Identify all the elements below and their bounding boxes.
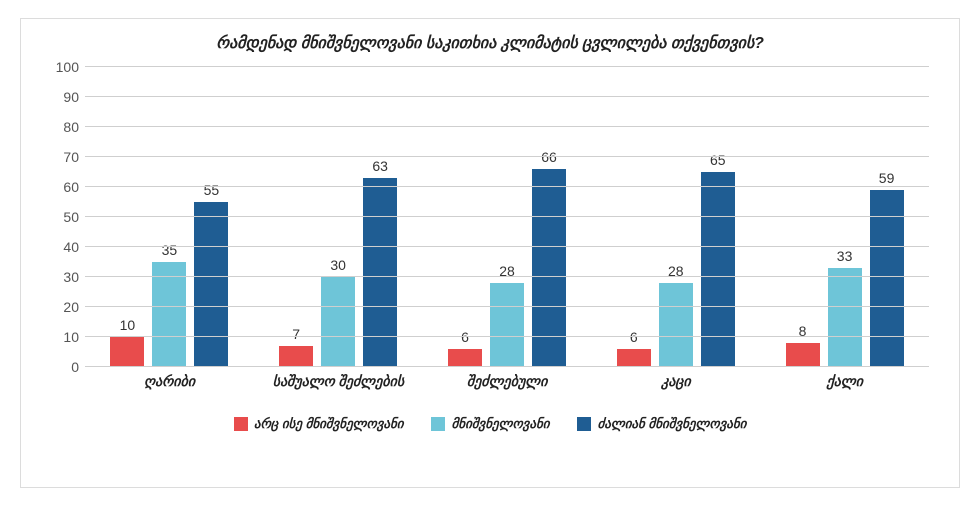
bar: 6 — [617, 349, 651, 367]
bar-group: 62866 — [423, 67, 592, 367]
legend-swatch — [577, 417, 591, 431]
y-axis-tick-label: 100 — [45, 59, 79, 75]
grid-line — [85, 246, 929, 247]
y-axis-tick-label: 30 — [45, 269, 79, 285]
y-axis-tick-label: 80 — [45, 119, 79, 135]
legend-item: მნიშვნელოვანი — [431, 416, 549, 432]
y-axis-tick-label: 90 — [45, 89, 79, 105]
x-axis-category-label: საშუალო შეძლების — [254, 373, 423, 390]
bar-value-label: 6 — [461, 329, 469, 345]
bar: 55 — [194, 202, 228, 367]
y-axis-tick-label: 60 — [45, 179, 79, 195]
bar-group: 8 33 59 — [760, 67, 929, 367]
x-axis-category-label: შეძლებული — [423, 373, 592, 390]
bar-group: 73063 — [254, 67, 423, 367]
grid-line — [85, 96, 929, 97]
chart-container: რამდენად მნიშვნელოვანი საკითხია კლიმატის… — [20, 18, 960, 488]
grid-line — [85, 66, 929, 67]
x-axis-category-label: ქალი — [760, 373, 929, 390]
bar-group: 103555 — [85, 67, 254, 367]
y-axis-tick-label: 10 — [45, 329, 79, 345]
chart-legend: არც ისე მნიშვნელოვანი მნიშვნელოვანი ძალიან… — [21, 416, 959, 432]
bar-value-label: 35 — [162, 242, 178, 258]
bar-value-label: 66 — [541, 149, 557, 165]
legend-label: მნიშვნელოვანი — [451, 416, 549, 432]
y-axis-tick-label: 20 — [45, 299, 79, 315]
x-axis-category-label: კაცი — [591, 373, 760, 390]
bar-value-label: 63 — [372, 158, 388, 174]
grid-line — [85, 216, 929, 217]
bar-value-label: 33 — [837, 248, 853, 264]
bar: 63 — [363, 178, 397, 367]
legend-label: ძალიან მნიშვნელოვანი — [597, 416, 746, 432]
bar-group: 62865 — [591, 67, 760, 367]
bar-value-label: 10 — [120, 317, 136, 333]
bar: 65 — [701, 172, 735, 367]
bar-value-label: 59 — [879, 170, 895, 186]
grid-line — [85, 186, 929, 187]
y-axis-tick-label: 0 — [45, 359, 79, 375]
y-axis-tick-label: 40 — [45, 239, 79, 255]
legend-label: არც ისე მნიშვნელოვანი — [254, 416, 404, 432]
y-axis-tick-label: 70 — [45, 149, 79, 165]
grid-line — [85, 156, 929, 157]
bar: 8 — [786, 343, 820, 367]
bar: 6 — [448, 349, 482, 367]
grid-line — [85, 306, 929, 307]
legend-item: ძალიან მნიშვნელოვანი — [577, 416, 746, 432]
bar: 33 — [828, 268, 862, 367]
bar: 35 — [152, 262, 186, 367]
bar: 28 — [490, 283, 524, 367]
bar-value-label: 7 — [292, 326, 300, 342]
y-axis-tick-label: 50 — [45, 209, 79, 225]
legend-swatch — [431, 417, 445, 431]
bar: 66 — [532, 169, 566, 367]
grid-line — [85, 126, 929, 127]
legend-item: არც ისე მნიშვნელოვანი — [234, 416, 404, 432]
chart-plot-area: 10355573063628666286583359 0102030405060… — [85, 67, 929, 367]
bar-value-label: 6 — [630, 329, 638, 345]
bar: 30 — [321, 277, 355, 367]
chart-title: რამდენად მნიშვნელოვანი საკითხია კლიმატის… — [21, 19, 959, 61]
bar-value-label: 30 — [330, 257, 346, 273]
grid-line — [85, 336, 929, 337]
bar: 7 — [279, 346, 313, 367]
grid-line — [85, 276, 929, 277]
x-axis-category-label: ღარიბი — [85, 373, 254, 390]
legend-swatch — [234, 417, 248, 431]
bar-value-label: 65 — [710, 152, 726, 168]
bar-value-label: 55 — [204, 182, 220, 198]
bar: 10 — [110, 337, 144, 367]
x-axis-labels: ღარიბისაშუალო შეძლებისშეძლებულიკაციქალი — [85, 373, 929, 390]
bar-groups: 10355573063628666286583359 — [85, 67, 929, 367]
grid-line — [85, 366, 929, 367]
bar: 28 — [659, 283, 693, 367]
